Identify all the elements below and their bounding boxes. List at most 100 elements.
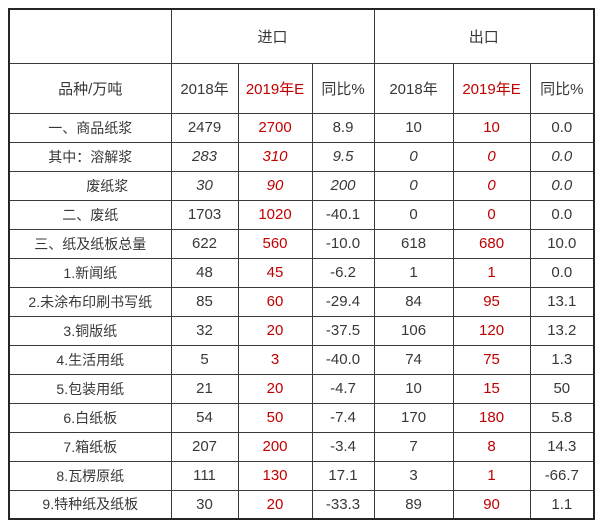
cell-export-yoy: 1.1 (529, 489, 595, 520)
cell-export-yoy: 10.0 (529, 228, 595, 259)
table-row: 三、纸及纸板总量 622 560 -10.0 618 680 10.0 (8, 228, 595, 259)
row-label: 三、纸及纸板总量 (8, 228, 172, 259)
cell-export-2018: 106 (373, 315, 454, 346)
cell-export-2018: 89 (373, 489, 454, 520)
import-export-table: 进口 出口 品种/万吨 2018年 2019年E 同比% 2018年 2019年… (8, 8, 596, 520)
cell-export-2018: 10 (373, 112, 454, 143)
cell-import-yoy: -4.7 (311, 373, 375, 404)
cell-export-2019e: 0 (452, 199, 531, 230)
row-label: 6.白纸板 (8, 402, 172, 433)
cell-export-2019e: 1 (452, 257, 531, 288)
cell-export-2018: 0 (373, 199, 454, 230)
column-header-row: 品种/万吨 2018年 2019年E 同比% 2018年 2019年E 同比% (8, 62, 595, 114)
table-row: 其中：溶解浆 283 310 9.5 0 0 0.0 (8, 141, 595, 172)
cell-import-2018: 622 (170, 228, 239, 259)
cell-import-2019e: 20 (237, 489, 313, 520)
cell-import-2018: 1703 (170, 199, 239, 230)
cell-import-yoy: 8.9 (311, 112, 375, 143)
cell-import-2019e: 90 (237, 170, 313, 201)
cell-export-2018: 0 (373, 141, 454, 172)
table-row: 1.新闻纸 48 45 -6.2 1 1 0.0 (8, 257, 595, 288)
row-label: 1.新闻纸 (8, 257, 172, 288)
cell-import-2018: 30 (170, 489, 239, 520)
table-row: 2.未涂布印刷书写纸 85 60 -29.4 84 95 13.1 (8, 286, 595, 317)
cell-import-yoy: 200 (311, 170, 375, 201)
cell-export-2018: 7 (373, 431, 454, 462)
cell-export-2018: 3 (373, 460, 454, 491)
cell-export-2019e: 75 (452, 344, 531, 375)
cell-export-2019e: 15 (452, 373, 531, 404)
row-label: 其中：溶解浆 (8, 141, 172, 172)
table-row: 7.箱纸板 207 200 -3.4 7 8 14.3 (8, 431, 595, 462)
cell-import-yoy: -40.1 (311, 199, 375, 230)
header-import-group: 进口 (170, 8, 375, 64)
cell-export-2019e: 90 (452, 489, 531, 520)
table-row: 9.特种纸及纸板 30 20 -33.3 89 90 1.1 (8, 489, 595, 520)
cell-import-2018: 5 (170, 344, 239, 375)
row-label: 2.未涂布印刷书写纸 (8, 286, 172, 317)
cell-export-yoy: 50 (529, 373, 595, 404)
header-variety-unit: 品种/万吨 (8, 62, 172, 114)
cell-import-yoy: -6.2 (311, 257, 375, 288)
cell-import-2019e: 45 (237, 257, 313, 288)
cell-export-2019e: 680 (452, 228, 531, 259)
cell-import-2018: 2479 (170, 112, 239, 143)
cell-export-yoy: 0.0 (529, 112, 595, 143)
row-label: 8.瓦楞原纸 (8, 460, 172, 491)
header-import-2019e: 2019年E (237, 62, 313, 114)
cell-import-yoy: -40.0 (311, 344, 375, 375)
row-label: 废纸浆 (8, 170, 172, 201)
row-label: 二、废纸 (8, 199, 172, 230)
cell-export-yoy: -66.7 (529, 460, 595, 491)
cell-export-2019e: 1 (452, 460, 531, 491)
row-label: 4.生活用纸 (8, 344, 172, 375)
cell-export-2018: 0 (373, 170, 454, 201)
cell-import-2018: 54 (170, 402, 239, 433)
cell-import-yoy: -29.4 (311, 286, 375, 317)
cell-import-2018: 30 (170, 170, 239, 201)
corner-empty-cell (8, 8, 172, 64)
cell-export-2018: 10 (373, 373, 454, 404)
cell-export-yoy: 0.0 (529, 257, 595, 288)
header-export-2018: 2018年 (373, 62, 454, 114)
cell-export-2019e: 180 (452, 402, 531, 433)
cell-export-yoy: 5.8 (529, 402, 595, 433)
cell-import-2018: 21 (170, 373, 239, 404)
cell-export-2019e: 10 (452, 112, 531, 143)
cell-export-2019e: 0 (452, 170, 531, 201)
cell-export-2019e: 95 (452, 286, 531, 317)
cell-import-2019e: 560 (237, 228, 313, 259)
table-row: 5.包装用纸 21 20 -4.7 10 15 50 (8, 373, 595, 404)
table-row: 4.生活用纸 5 3 -40.0 74 75 1.3 (8, 344, 595, 375)
header-import-2018: 2018年 (170, 62, 239, 114)
cell-import-2019e: 3 (237, 344, 313, 375)
row-label: 9.特种纸及纸板 (8, 489, 172, 520)
cell-export-yoy: 0.0 (529, 199, 595, 230)
cell-import-yoy: -10.0 (311, 228, 375, 259)
cell-export-2018: 74 (373, 344, 454, 375)
table-row: 一、商品纸浆 2479 2700 8.9 10 10 0.0 (8, 112, 595, 143)
cell-import-yoy: -7.4 (311, 402, 375, 433)
cell-import-yoy: -33.3 (311, 489, 375, 520)
cell-import-2019e: 20 (237, 373, 313, 404)
cell-import-2018: 207 (170, 431, 239, 462)
cell-import-2019e: 1020 (237, 199, 313, 230)
table-body: 一、商品纸浆 2479 2700 8.9 10 10 0.0 其中：溶解浆 283 310 9.5 0… (8, 112, 595, 520)
cell-import-yoy: 17.1 (311, 460, 375, 491)
table-row: 二、废纸 1703 1020 -40.1 0 0 0.0 (8, 199, 595, 230)
header-import-yoy: 同比% (311, 62, 375, 114)
header-export-yoy: 同比% (529, 62, 595, 114)
cell-export-yoy: 1.3 (529, 344, 595, 375)
cell-export-yoy: 13.2 (529, 315, 595, 346)
cell-import-2019e: 200 (237, 431, 313, 462)
cell-export-2018: 618 (373, 228, 454, 259)
cell-export-2019e: 120 (452, 315, 531, 346)
row-label: 5.包装用纸 (8, 373, 172, 404)
cell-import-yoy: -3.4 (311, 431, 375, 462)
table-row: 3.铜版纸 32 20 -37.5 106 120 13.2 (8, 315, 595, 346)
cell-import-2018: 48 (170, 257, 239, 288)
header-export-group: 出口 (373, 8, 595, 64)
cell-import-2018: 111 (170, 460, 239, 491)
cell-export-2018: 1 (373, 257, 454, 288)
cell-import-2019e: 130 (237, 460, 313, 491)
